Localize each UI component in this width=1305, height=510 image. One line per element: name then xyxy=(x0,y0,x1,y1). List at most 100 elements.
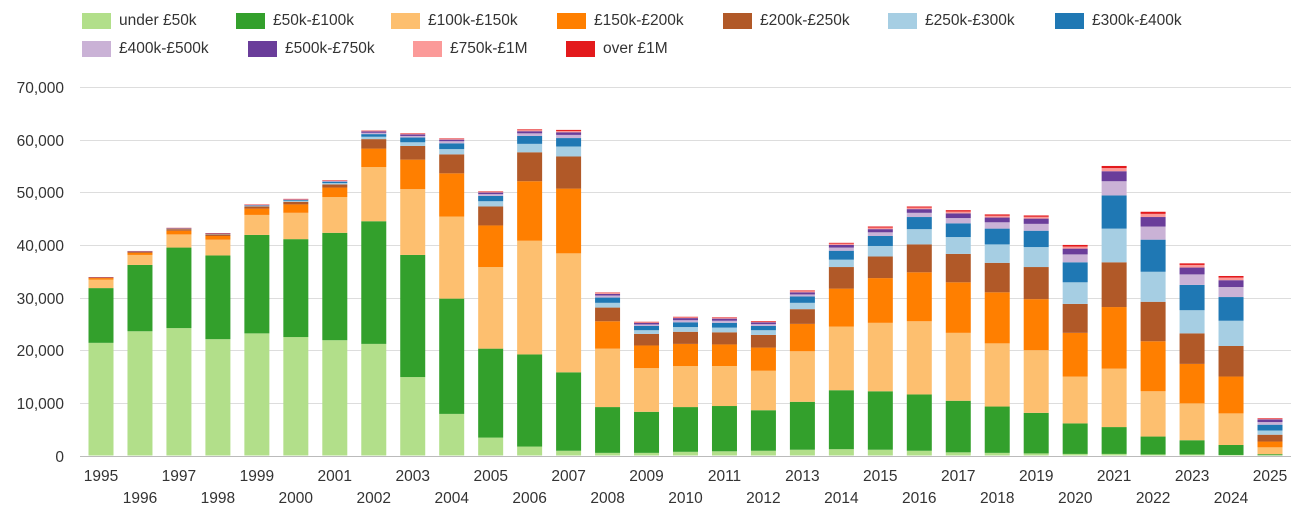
bar-segment xyxy=(1218,346,1244,377)
bar-segment xyxy=(439,149,465,155)
legend-item[interactable]: £750k-£1M xyxy=(413,38,528,60)
legend-item[interactable]: £150k-£200k xyxy=(557,10,684,32)
bar-segment xyxy=(1101,168,1127,172)
bar-segment xyxy=(244,205,270,207)
bar-segment xyxy=(1023,230,1049,248)
bar-segment xyxy=(400,254,426,378)
bar-segment xyxy=(750,410,776,451)
bar-segment xyxy=(1023,453,1049,456)
bar-segment xyxy=(400,142,426,146)
x-tick-label: 2015 xyxy=(863,468,897,485)
bar-segment xyxy=(1140,271,1166,302)
bar-segment xyxy=(1257,419,1283,423)
y-tick-label: 60,000 xyxy=(17,133,65,150)
bar-segment xyxy=(1179,263,1205,265)
bar-segment xyxy=(205,255,231,340)
bar-segment xyxy=(556,450,582,456)
bar-segment xyxy=(322,180,348,182)
bar-segment xyxy=(517,133,543,136)
bar-segment xyxy=(673,322,698,328)
bar-segment xyxy=(945,211,971,214)
bar-segment xyxy=(1101,427,1127,454)
legend-item[interactable]: £200k-£250k xyxy=(723,10,850,32)
bar-segment xyxy=(634,321,660,323)
bar-segment xyxy=(673,316,698,318)
bar-segment xyxy=(478,348,504,438)
legend-item[interactable]: £250k-£300k xyxy=(888,10,1015,32)
bar-segment xyxy=(595,321,621,349)
bar-segment xyxy=(1218,444,1244,455)
bar-segment xyxy=(88,278,114,280)
bar-segment xyxy=(1218,277,1244,281)
bar-segment xyxy=(595,407,621,453)
bar-segment xyxy=(828,242,854,244)
bar-segment xyxy=(634,322,660,323)
bar-segment xyxy=(906,394,932,451)
bar-segment xyxy=(517,131,543,134)
bar-segment xyxy=(1023,223,1049,231)
legend-item[interactable]: £50k-£100k xyxy=(236,10,354,32)
bar-segment xyxy=(517,446,543,456)
bar-segment xyxy=(750,326,776,331)
bar-segment xyxy=(439,139,465,140)
bar-segment xyxy=(906,229,932,245)
legend-item[interactable]: over £1M xyxy=(566,38,668,60)
bar-segment xyxy=(711,318,737,321)
legend-item[interactable]: £300k-£400k xyxy=(1055,10,1182,32)
bar-segment xyxy=(439,413,465,456)
bar-segment xyxy=(361,132,387,135)
bar-segment xyxy=(789,309,815,324)
x-tick-label: 2008 xyxy=(590,490,624,507)
bar-segment xyxy=(828,267,854,289)
legend-item[interactable]: £100k-£150k xyxy=(391,10,518,32)
legend-item[interactable]: £500k-£750k xyxy=(248,38,375,60)
bar-segment xyxy=(1101,453,1127,456)
bar-segment xyxy=(1140,436,1166,455)
legend-label: £750k-£1M xyxy=(450,40,528,57)
bar-segment xyxy=(634,322,660,325)
bar-segment xyxy=(439,298,465,414)
bar-segment xyxy=(789,294,815,297)
legend-item[interactable]: £400k-£500k xyxy=(82,38,209,60)
bar-segment xyxy=(244,214,270,235)
bar-segment xyxy=(478,225,504,268)
bar-segment xyxy=(166,230,192,235)
bar-segment xyxy=(1101,228,1127,263)
legend-label: under £50k xyxy=(119,12,197,29)
bar-segment xyxy=(711,451,737,456)
bar-segment xyxy=(517,129,543,131)
bar-segment xyxy=(1257,418,1283,420)
x-tick-label: 2021 xyxy=(1097,468,1131,485)
bar-segment xyxy=(1062,453,1088,456)
bar-segment xyxy=(478,194,504,196)
bar-segment xyxy=(361,221,387,344)
bar-segment xyxy=(945,452,971,456)
bar-segment xyxy=(945,237,971,254)
bar-segment xyxy=(127,331,153,456)
legend-item[interactable]: under £50k xyxy=(82,10,197,32)
bar-segment xyxy=(1218,280,1244,288)
bar-segment xyxy=(867,235,893,246)
legend-swatch xyxy=(723,13,752,29)
bar-segment xyxy=(1062,332,1088,377)
legend-swatch xyxy=(888,13,917,29)
bar-segment xyxy=(1140,341,1166,392)
bar-segment xyxy=(1140,226,1166,240)
x-tick-label: 2013 xyxy=(785,468,819,485)
bar-segment xyxy=(322,187,348,198)
bar-segment xyxy=(556,146,582,157)
bar-segment xyxy=(984,215,1010,218)
bar-segment xyxy=(322,181,348,182)
bar-segment xyxy=(478,192,504,195)
legend-swatch xyxy=(248,41,277,57)
bar-segment xyxy=(1179,333,1205,364)
bar-segment xyxy=(283,239,309,338)
bar-segment xyxy=(1023,215,1049,217)
bar-segment xyxy=(828,259,854,268)
bar-segment xyxy=(478,191,504,193)
bar-segment xyxy=(1062,244,1088,247)
x-tick-label: 1998 xyxy=(201,490,235,507)
bar-segment xyxy=(400,133,426,135)
bar-segment xyxy=(750,450,776,456)
